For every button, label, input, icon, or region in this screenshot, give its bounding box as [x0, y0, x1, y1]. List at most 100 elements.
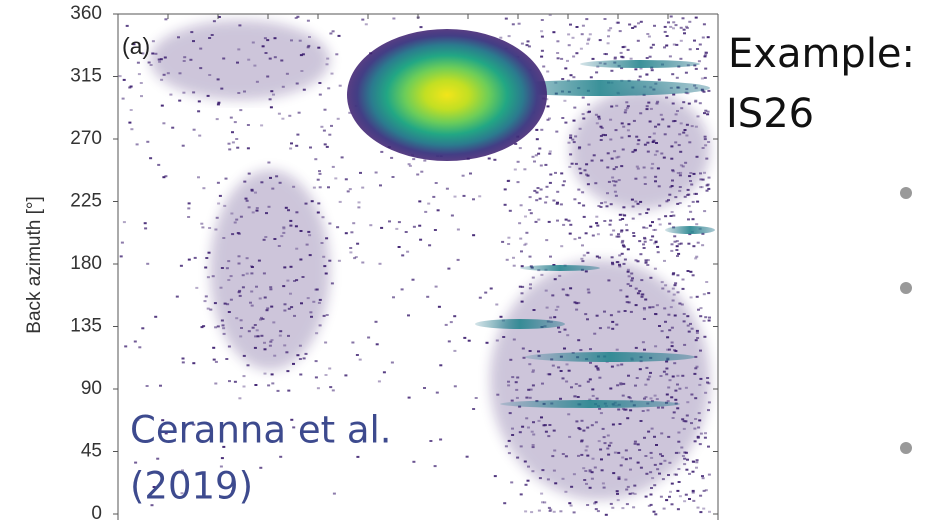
density-cell — [702, 508, 705, 510]
density-cell — [169, 94, 172, 96]
density-cell — [479, 297, 482, 299]
density-cell — [238, 397, 241, 399]
density-cell — [187, 216, 190, 218]
density-cell — [695, 467, 698, 469]
density-cell — [359, 172, 362, 174]
slide-canvas: 04590135180225270315360 Back azimuth [°]… — [0, 0, 932, 520]
density-cell — [627, 248, 630, 250]
density-cell — [702, 477, 705, 479]
density-cell — [336, 226, 339, 228]
density-cell — [704, 437, 707, 439]
density-cell — [228, 346, 231, 348]
density-cell — [319, 186, 322, 188]
density-cell — [611, 256, 614, 258]
density-cell — [507, 180, 510, 182]
density-cell — [663, 260, 666, 262]
density-cell — [702, 179, 705, 181]
density-cell — [675, 249, 678, 251]
density-cell — [162, 122, 165, 124]
density-cell — [524, 216, 527, 218]
density-cell — [666, 35, 669, 37]
density-cell — [326, 146, 329, 148]
density-cell — [334, 177, 337, 179]
density-cell — [632, 506, 635, 508]
density-cell — [228, 143, 231, 145]
density-cell — [671, 73, 674, 75]
density-cell — [247, 364, 250, 366]
density-cell — [202, 187, 205, 189]
density-cell — [600, 206, 603, 208]
density-cell — [688, 21, 691, 23]
density-cell — [315, 360, 318, 362]
density-cell — [319, 173, 322, 175]
density-cell — [639, 253, 642, 255]
density-cell — [690, 296, 693, 298]
density-cell — [683, 463, 686, 465]
y-axis-label: Back azimuth [°] — [24, 196, 45, 333]
density-cell — [317, 179, 320, 181]
density-cell — [193, 129, 196, 131]
density-cell — [694, 257, 697, 259]
density-cell — [217, 103, 220, 105]
density-cell — [499, 37, 502, 39]
density-cell — [232, 141, 235, 143]
density-cell — [703, 112, 706, 114]
density-cell — [695, 68, 698, 70]
density-cell — [676, 274, 679, 276]
density-cell — [674, 241, 677, 243]
density-cell — [339, 201, 342, 203]
density-cell — [418, 225, 421, 227]
bullet — [900, 442, 912, 454]
density-cell — [622, 56, 625, 58]
density-cell — [538, 148, 541, 150]
density-cell — [672, 288, 675, 290]
density-cell — [401, 288, 404, 290]
density-cell — [324, 109, 327, 111]
density-cell — [649, 56, 652, 58]
density-cell — [180, 265, 183, 267]
density-cell — [188, 202, 191, 204]
density-cell — [243, 386, 246, 388]
density-cell — [699, 186, 702, 188]
density-cell — [140, 95, 143, 97]
density-cell — [205, 257, 208, 259]
density-cell — [700, 433, 703, 435]
density-cell — [679, 58, 682, 60]
density-cell — [541, 36, 544, 38]
density-cell — [665, 499, 668, 501]
density-cell — [214, 383, 217, 385]
density-cell — [572, 76, 575, 78]
density-cell — [332, 389, 335, 391]
density-cell — [540, 274, 543, 276]
density-cell — [281, 118, 284, 120]
density-cell — [569, 233, 572, 235]
density-cell — [651, 235, 654, 237]
density-cell — [670, 250, 673, 252]
density-cell — [699, 315, 702, 317]
density-cell — [651, 221, 654, 223]
density-cell — [621, 507, 624, 509]
density-cell — [689, 211, 692, 213]
slide-title-line: IS26 — [726, 91, 814, 137]
density-cell — [696, 459, 699, 461]
density-cell — [675, 24, 678, 26]
density-cell — [305, 353, 308, 355]
density-cell — [687, 243, 690, 245]
density-cell — [632, 218, 635, 220]
density-cell — [559, 510, 562, 512]
density-cell — [349, 251, 352, 253]
density-cell — [508, 452, 511, 454]
density-cell — [513, 265, 516, 267]
density-cell — [349, 247, 352, 249]
density-cell — [361, 187, 364, 189]
density-cell — [568, 142, 571, 144]
density-region — [570, 90, 710, 210]
density-cell — [231, 131, 234, 133]
density-cell — [607, 35, 610, 37]
density-streak — [525, 352, 695, 362]
density-cell — [701, 78, 704, 80]
density-cell — [490, 288, 493, 290]
density-streak — [520, 265, 600, 271]
density-cell — [405, 231, 408, 233]
density-cell — [581, 244, 584, 246]
